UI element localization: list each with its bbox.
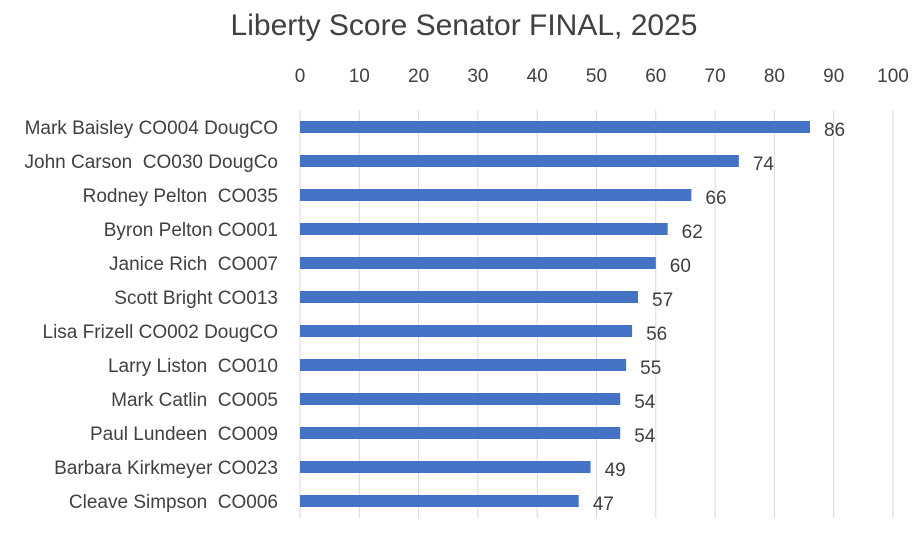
bar [300, 359, 627, 371]
bar [300, 291, 639, 303]
x-tick-label: 20 [408, 66, 429, 87]
chart-title: Liberty Score Senator FINAL, 2025 [231, 9, 698, 42]
category-label: Paul Lundeen CO009 [90, 424, 278, 445]
bar [300, 495, 579, 507]
category-label: Janice Rich CO007 [109, 254, 278, 275]
data-label: 54 [634, 426, 656, 447]
category-label: Lisa Frizell CO002 DougCO [43, 322, 278, 343]
category-label: Mark Catlin CO005 [111, 390, 278, 411]
category-label: Byron Pelton CO001 [104, 220, 278, 241]
bars [300, 121, 810, 507]
bar [300, 223, 668, 235]
x-tick-label: 60 [645, 66, 666, 87]
bar [300, 393, 621, 405]
x-tick-label: 50 [586, 66, 607, 87]
x-tick-label: 80 [764, 66, 785, 87]
x-tick-label: 10 [349, 66, 370, 87]
bar [300, 427, 621, 439]
x-tick-label: 100 [877, 66, 909, 87]
x-tick-label: 70 [705, 66, 726, 87]
x-tick-label: 30 [467, 66, 488, 87]
data-label: 54 [634, 392, 656, 413]
category-label: Larry Liston CO010 [108, 356, 278, 377]
category-label: John Carson CO030 DougCo [25, 152, 278, 173]
bar [300, 257, 656, 269]
bar [300, 155, 739, 167]
data-label: 47 [593, 494, 614, 515]
category-label: Rodney Pelton CO035 [83, 186, 278, 207]
x-tick-label: 90 [823, 66, 844, 87]
bar [300, 189, 692, 201]
bar [300, 325, 633, 337]
x-tick-label: 40 [527, 66, 548, 87]
category-labels: Mark Baisley CO004 DougCO John Carson CO0… [25, 118, 278, 513]
category-label: Scott Bright CO013 [114, 288, 278, 309]
data-label: 60 [670, 256, 691, 277]
x-tick-label: 0 [295, 66, 306, 87]
data-label: 74 [753, 154, 775, 175]
data-label: 49 [605, 460, 626, 481]
bar [300, 121, 810, 133]
data-label: 56 [646, 324, 667, 345]
data-label: 66 [705, 188, 726, 209]
category-label: Barbara Kirkmeyer CO023 [54, 458, 278, 479]
data-label: 86 [824, 120, 845, 141]
gridlines [299, 110, 894, 518]
data-label: 55 [640, 358, 661, 379]
category-label: Cleave Simpson CO006 [69, 492, 278, 513]
bar [300, 461, 591, 473]
data-label: 57 [652, 290, 673, 311]
data-label: 62 [682, 222, 703, 243]
category-label: Mark Baisley CO004 DougCO [25, 118, 278, 139]
x-tick-labels: 0 10 20 30 40 50 60 70 80 90 100 [295, 66, 909, 87]
